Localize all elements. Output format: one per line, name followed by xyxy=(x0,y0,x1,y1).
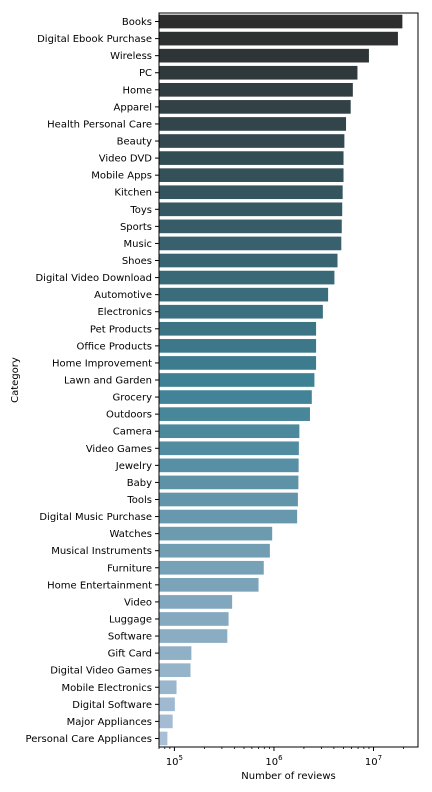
category-label: Music xyxy=(124,239,152,250)
category-label: Shoes xyxy=(122,256,152,267)
bar-music xyxy=(159,236,342,251)
bar-office-products xyxy=(159,339,317,353)
category-label: Digital Music Purchase xyxy=(39,512,152,523)
category-label: Musical Instruments xyxy=(51,546,152,557)
bar-digital-software xyxy=(159,697,175,712)
bar-shoes xyxy=(159,253,338,268)
category-label: Home xyxy=(122,85,152,96)
bar-software xyxy=(159,629,228,643)
bar-sports xyxy=(159,219,342,234)
bar-digital-video-download xyxy=(159,270,335,285)
bar-home-entertainment xyxy=(159,578,259,592)
category-label: Luggage xyxy=(109,614,152,625)
bar-lawn-and-garden xyxy=(159,373,315,387)
bar-mobile-electronics xyxy=(159,680,177,695)
category-label: Gift Card xyxy=(108,649,152,660)
bar-video-games xyxy=(159,441,299,456)
category-label: Toys xyxy=(129,205,152,216)
category-label: Books xyxy=(122,17,152,28)
category-label: Personal Care Appliances xyxy=(26,734,152,745)
category-label: Electronics xyxy=(97,307,152,318)
category-label: Tools xyxy=(126,495,152,506)
bar-mobile-apps xyxy=(159,168,344,182)
bar-luggage xyxy=(159,612,229,626)
bar-pet-products xyxy=(159,321,317,336)
y-axis-title: Category xyxy=(10,357,21,403)
bar-personal-care-appliances xyxy=(159,731,168,746)
category-label: Lawn and Garden xyxy=(64,376,152,387)
bar-watches xyxy=(159,526,273,541)
category-label: Baby xyxy=(127,478,152,489)
bar-home-improvement xyxy=(159,356,317,370)
bar-apparel xyxy=(159,100,351,114)
bar-baby xyxy=(159,475,299,490)
bar-major-appliances xyxy=(159,714,173,729)
x-tick-labels: 105 106 107 xyxy=(158,747,404,768)
category-label: Digital Video Download xyxy=(35,273,152,284)
category-label: Home Entertainment xyxy=(47,580,152,591)
category-label: Mobile Apps xyxy=(91,171,152,182)
category-label: Video xyxy=(124,597,152,608)
category-label: Grocery xyxy=(113,393,153,404)
category-labels: Books Digital Ebook Purchase Wireless PC Hom… xyxy=(26,17,159,745)
bar-outdoors xyxy=(159,407,310,421)
category-label: Health Personal Care xyxy=(47,119,152,130)
bar-electronics xyxy=(159,304,323,319)
bar-toys xyxy=(159,202,343,217)
category-label: Wireless xyxy=(110,51,152,62)
category-label: Sports xyxy=(120,222,152,233)
bar-video xyxy=(159,595,233,609)
bar-tools xyxy=(159,492,298,507)
bar-beauty xyxy=(159,134,345,148)
category-label: Furniture xyxy=(107,563,152,574)
category-label: Watches xyxy=(110,529,153,540)
bar-home xyxy=(159,82,353,97)
category-label: Video Games xyxy=(86,444,152,455)
x-tick-label: 107 xyxy=(365,754,382,768)
category-label: Home Improvement xyxy=(52,358,152,369)
category-label: Mobile Electronics xyxy=(62,683,152,694)
bar-pc xyxy=(159,65,358,80)
bar-digital-music-purchase xyxy=(159,509,298,524)
bar-kitchen xyxy=(159,185,343,200)
category-label: Digital Video Games xyxy=(50,666,152,677)
bar-digital-ebook-purchase xyxy=(159,31,398,46)
category-label: Digital Ebook Purchase xyxy=(37,34,152,45)
category-label: Jewelry xyxy=(115,461,152,472)
category-label: Apparel xyxy=(114,102,153,113)
bar-automotive xyxy=(159,287,329,302)
category-label: Beauty xyxy=(117,137,152,148)
bar-books xyxy=(159,14,403,29)
category-label: Software xyxy=(108,632,152,643)
bar-grocery xyxy=(159,390,312,404)
x-tick-label: 105 xyxy=(166,754,183,768)
x-tick-label: 106 xyxy=(265,754,283,768)
bar-furniture xyxy=(159,560,264,575)
category-label: Major Appliances xyxy=(67,717,152,728)
bar-health-personal-care xyxy=(159,117,347,131)
category-label: PC xyxy=(139,68,152,79)
bar-camera xyxy=(159,424,300,439)
bar-musical-instruments xyxy=(159,543,270,558)
bar-jewelry xyxy=(159,458,299,473)
bar-gift-card xyxy=(159,646,192,660)
bar-video-dvd xyxy=(159,151,344,165)
bar-wireless xyxy=(159,48,369,63)
category-label: Automotive xyxy=(94,290,152,301)
category-label: Digital Software xyxy=(72,700,152,711)
bar-digital-video-games xyxy=(159,663,191,678)
category-label: Camera xyxy=(113,427,152,438)
category-label: Video DVD xyxy=(99,154,153,165)
bars-group xyxy=(159,14,403,746)
category-label: Kitchen xyxy=(114,188,152,199)
category-label: Office Products xyxy=(76,341,152,352)
category-label: Pet Products xyxy=(90,324,152,335)
x-axis-title: Number of reviews xyxy=(241,771,335,782)
plot-frame xyxy=(158,12,419,748)
category-label: Outdoors xyxy=(106,410,152,421)
